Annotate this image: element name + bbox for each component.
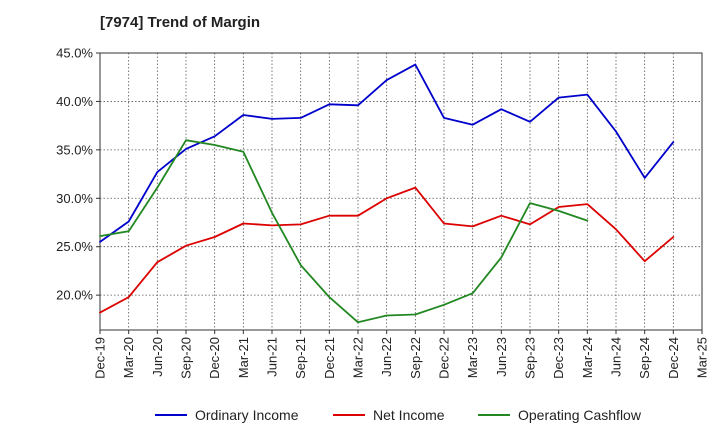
legend-label: Net Income [373,407,445,423]
x-tick-label: Jun-22 [379,337,394,377]
series-line-ordinary-income [99,63,675,243]
x-tick-label: Sep-21 [293,337,308,379]
x-tick-label: Sep-20 [179,337,194,379]
x-tick-label: Mar-21 [236,337,251,378]
legend-label: Ordinary Income [195,407,299,423]
x-tick-label: Dec-24 [666,337,681,379]
x-tick-label: Mar-22 [351,337,366,378]
x-tick-label: Mar-25 [695,337,710,378]
y-tick-label: 40.0% [56,94,93,109]
x-tick-label: Sep-22 [408,337,423,379]
y-tick-label: 30.0% [56,191,93,206]
x-tick-label: Mar-20 [121,337,136,378]
chart-title: [7974] Trend of Margin [100,14,261,31]
x-tick-label: Sep-23 [523,337,538,379]
plot-area [100,53,702,330]
x-tick-label: Dec-21 [322,337,337,379]
series-line-net-income [99,186,675,314]
x-tick-label: Dec-20 [207,337,222,379]
x-tick-label: Dec-22 [437,337,452,379]
y-tick-label: 20.0% [56,288,93,303]
x-tick-label: Mar-23 [465,337,480,378]
x-tick-label: Dec-19 [93,337,108,379]
legend-label: Operating Cashflow [518,407,642,423]
x-tick-label: Dec-23 [551,337,566,379]
x-tick-label: Jun-20 [150,337,165,377]
y-tick-label: 25.0% [56,239,93,254]
y-tick-label: 45.0% [56,46,93,61]
x-tick-label: Jun-23 [494,337,509,377]
x-tick-label: Jun-21 [265,337,280,377]
y-tick-label: 35.0% [56,142,93,157]
x-tick-label: Sep-24 [637,337,652,379]
x-tick-label: Mar-24 [580,337,595,378]
plot-frame [99,52,703,331]
x-tick-label: Jun-24 [609,337,624,377]
series-line-operating-cashflow [99,139,589,324]
